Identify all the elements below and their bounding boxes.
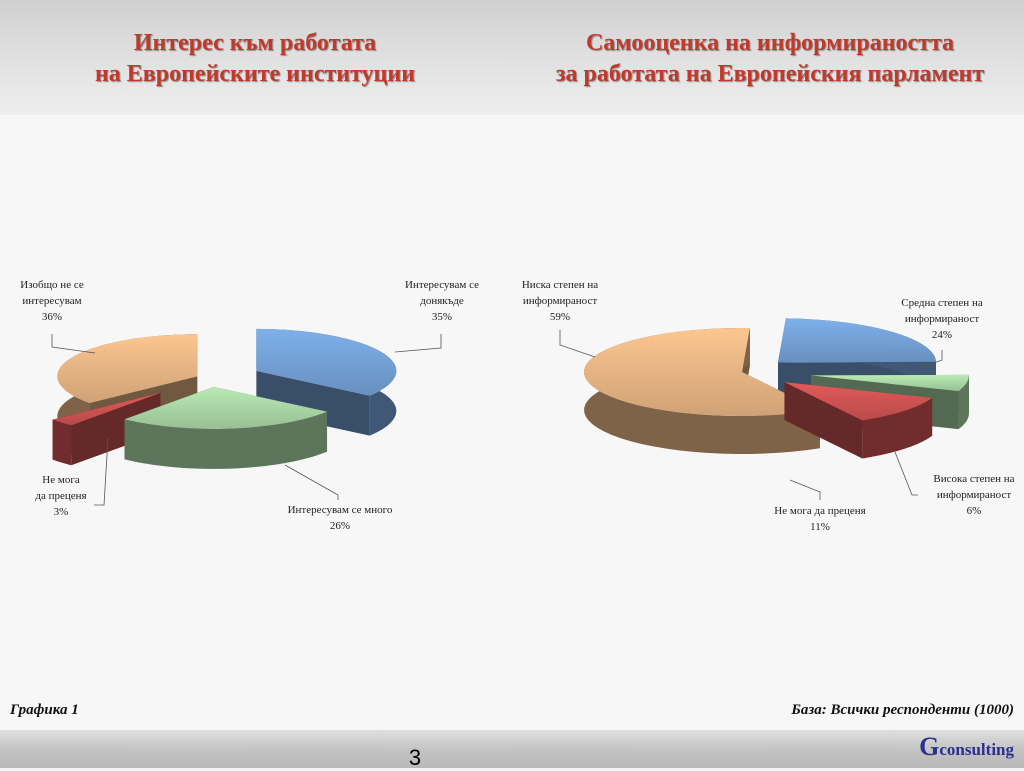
left-chart-title: Интерес към работата на Европейските инс… (40, 28, 470, 90)
left-leader-somewhat (394, 334, 442, 353)
right-chart-title: Самооценка на информираността за работат… (520, 28, 1020, 90)
right-pie-slice-1-side (958, 374, 969, 430)
left-label-cannot-judge: Не мога да преценя 3% (35, 474, 87, 518)
right-label-low: Ниска степен на информираност 59% (521, 279, 599, 323)
right-label-cannot-judge: Не мога да преценя 11% (774, 505, 866, 533)
right-pie-slice-1-top (810, 374, 969, 392)
right-pie-slice-2-top (784, 382, 933, 421)
right-leader-low (559, 330, 596, 358)
left-title-line2: на Европейските институции (94, 61, 416, 87)
left-pie-slice-1 (124, 386, 328, 469)
right-pie-slice-3 (583, 328, 820, 454)
right-pie-slice-0-top (778, 318, 936, 363)
left-label-somewhat-interested: Интересувам се донякъде 35% (405, 279, 479, 323)
right-pie-slice-3-top (583, 328, 820, 417)
header: Интерес към работата на Европейските инс… (0, 0, 1024, 115)
logo-text: consulting (939, 740, 1014, 759)
base-note: База: Всички респонденти (1000) (791, 702, 1014, 718)
left-label-very-interested: Интересувам се много 26% (287, 504, 393, 532)
right-title-line1: Самооценка на информираността (585, 30, 955, 56)
left-pie-slice-0 (256, 328, 397, 436)
right-pie-slice-2-wall (784, 382, 863, 459)
left-pie-slice-0-wall (256, 370, 370, 436)
chart-number: Графика 1 (10, 702, 79, 718)
page-number: 3 (408, 745, 422, 770)
left-label-not-interested: Изобщо не се интересувам 36% (20, 279, 84, 323)
left-pie-slice-2-top (52, 392, 161, 426)
right-pie-slice-2 (784, 382, 933, 459)
right-leader-high (894, 451, 918, 496)
left-pie-slice-3-top (57, 334, 198, 403)
right-pie-slice-2-side (862, 397, 933, 459)
left-pie-slice-0-top (256, 328, 397, 396)
left-pie-slice-2-wall (52, 392, 161, 460)
right-leader-cannot (789, 479, 821, 500)
left-title-line1: Интерес към работата (133, 30, 377, 56)
right-label-medium: Средна степен на информираност 24% (901, 297, 983, 341)
gconsulting-logo: Gconsulting (919, 732, 1014, 762)
logo-initial: G (919, 732, 940, 761)
left-leader-cannot (94, 437, 109, 506)
left-pie-slice-1-side (124, 411, 328, 469)
left-leader-very (284, 464, 339, 500)
left-pie-slice-1-top (124, 386, 328, 429)
right-pie-slice-0 (778, 318, 936, 401)
bottom-bar (0, 730, 1024, 768)
left-pie-slice-2-side (52, 419, 72, 466)
left-leader-not (51, 334, 96, 354)
right-label-high: Висока степен на информираност 6% (933, 473, 1015, 517)
right-leader-medium (919, 350, 943, 369)
right-title-line2: за работата на Европейския парламент (555, 61, 985, 87)
left-pie-slice-2 (52, 392, 161, 466)
